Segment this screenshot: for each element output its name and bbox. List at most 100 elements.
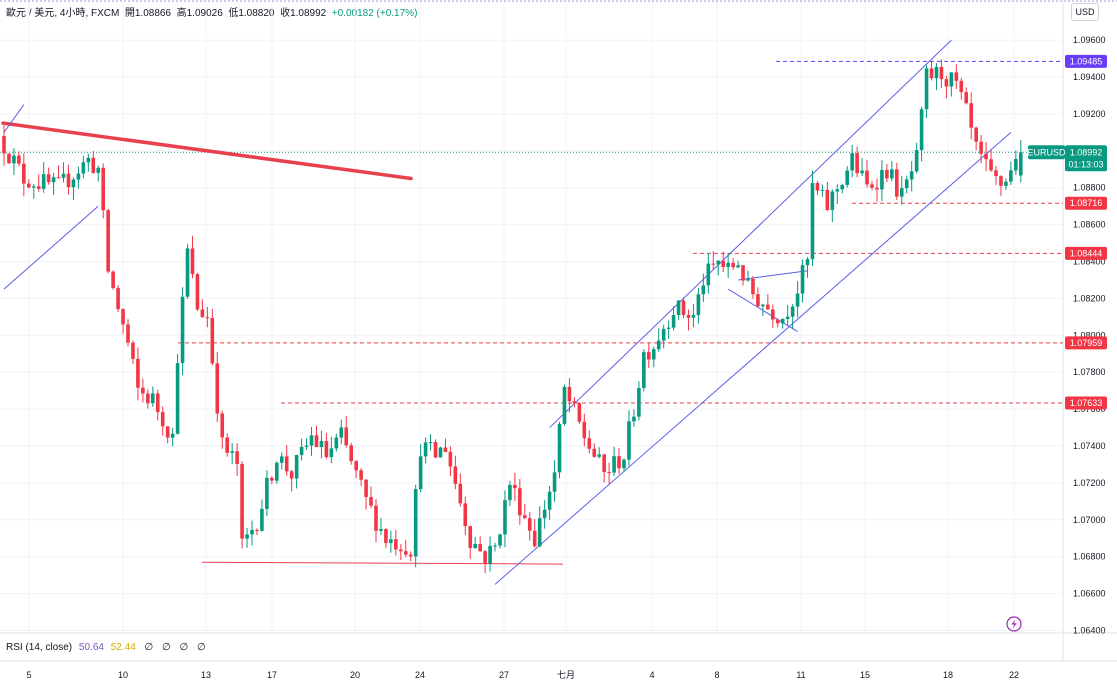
candle-body	[989, 159, 993, 171]
price-tag	[1065, 196, 1107, 210]
price-tag	[1065, 336, 1107, 350]
candle-body	[215, 363, 220, 414]
close-label: 收	[280, 8, 291, 19]
current-price-tag	[1065, 145, 1107, 172]
y-tick-label: 1.06600	[1073, 589, 1106, 599]
candle-body	[899, 188, 904, 197]
candle-body	[751, 278, 755, 295]
candle-body	[46, 174, 51, 183]
x-tick-label: 20	[350, 670, 360, 680]
x-tick-label: 17	[267, 670, 277, 680]
candle-body	[165, 426, 170, 438]
candle-body	[780, 318, 785, 324]
candle-body	[299, 446, 304, 456]
countdown-label: 01:13:03	[1068, 159, 1103, 169]
candle-body	[537, 518, 542, 547]
candle-body	[190, 248, 195, 275]
candle-body	[250, 529, 254, 535]
rsi-label[interactable]: RSI (14, close)	[6, 642, 73, 653]
candle-body	[562, 386, 567, 424]
candle-body	[924, 68, 929, 110]
candle-body	[160, 412, 165, 427]
candle-body	[557, 423, 562, 473]
y-tick-label: 1.07000	[1073, 515, 1106, 525]
x-tick-label: 24	[415, 670, 425, 680]
candle-body	[756, 294, 760, 307]
candle-body	[458, 483, 463, 504]
left-channel-line	[3, 104, 25, 133]
y-tick-label: 1.08200	[1073, 293, 1106, 303]
candle-body	[656, 340, 661, 350]
candles	[2, 59, 1023, 574]
candle-body	[865, 170, 869, 185]
left-channel-line	[3, 205, 99, 290]
candle-body	[136, 358, 140, 388]
candle-body	[632, 416, 636, 422]
candle-body	[637, 387, 641, 417]
candle-body	[453, 466, 458, 484]
candle-body	[17, 155, 21, 164]
open-label: 開	[124, 8, 135, 19]
candle-body	[334, 437, 339, 449]
x-tick-label: 13	[201, 670, 211, 680]
downtrend-line	[1, 121, 413, 181]
candle-body	[418, 456, 423, 490]
candle-body	[304, 445, 309, 447]
candle-body	[523, 515, 527, 519]
candle-body	[587, 438, 592, 449]
candle-body	[265, 477, 269, 509]
candle-body	[582, 421, 587, 439]
candle-body	[617, 456, 621, 469]
candle-body	[577, 403, 582, 422]
candle-body	[890, 169, 894, 179]
rsi-legend: RSI (14, close) 50.64 52.44 ∅ ∅ ∅ ∅	[6, 642, 209, 653]
x-tick-label: 5	[26, 670, 31, 680]
candle-body	[726, 262, 730, 267]
candle-body	[309, 435, 314, 446]
candle-body	[2, 136, 6, 154]
price-tag	[1065, 246, 1107, 260]
candle-body	[294, 455, 299, 479]
symbol-line[interactable]: 歐元 / 美元, 4小時, FXCM	[6, 8, 120, 19]
price-axis[interactable]: 1.096001.094001.092001.090001.088001.086…	[1073, 35, 1106, 635]
candle-body	[106, 210, 110, 272]
candle-body	[820, 189, 825, 191]
candle-body	[766, 304, 770, 310]
candle-body	[433, 442, 438, 458]
candle-body	[592, 448, 597, 457]
candle-body	[96, 167, 101, 173]
candle-body	[329, 448, 334, 458]
candle-body	[349, 445, 353, 462]
ascending-channel-line	[549, 39, 952, 428]
candle-body	[830, 191, 835, 211]
candle-body	[959, 80, 964, 93]
candle-body	[969, 103, 973, 128]
candle-body	[86, 157, 91, 163]
candle-body	[974, 127, 978, 142]
candle-body	[909, 171, 914, 180]
currency-button[interactable]: USD	[1071, 3, 1099, 21]
x-tick-label: 10	[118, 670, 128, 680]
candle-body	[225, 437, 229, 453]
candle-body	[498, 534, 502, 546]
candle-body	[949, 72, 954, 87]
candle-body	[622, 459, 626, 469]
y-tick-label: 1.08000	[1073, 330, 1106, 340]
candle-body	[56, 177, 61, 179]
candle-body	[954, 72, 959, 81]
price-tag	[1065, 396, 1107, 410]
candle-body	[661, 328, 666, 341]
candle-body	[860, 170, 864, 174]
candle-body	[721, 260, 725, 267]
x-tick-label: 18	[943, 670, 953, 680]
candle-body	[875, 187, 879, 190]
candle-body	[200, 309, 205, 318]
candle-body	[126, 324, 130, 343]
candle-body	[155, 393, 160, 413]
time-axis[interactable]: 5 10 13 17 20 24 27 七月 4 8 11 15 18 22	[26, 670, 1019, 680]
y-tick-label: 1.07400	[1073, 441, 1106, 451]
candle-body	[279, 456, 284, 463]
candle-body	[408, 554, 413, 557]
candle-body	[289, 471, 294, 479]
